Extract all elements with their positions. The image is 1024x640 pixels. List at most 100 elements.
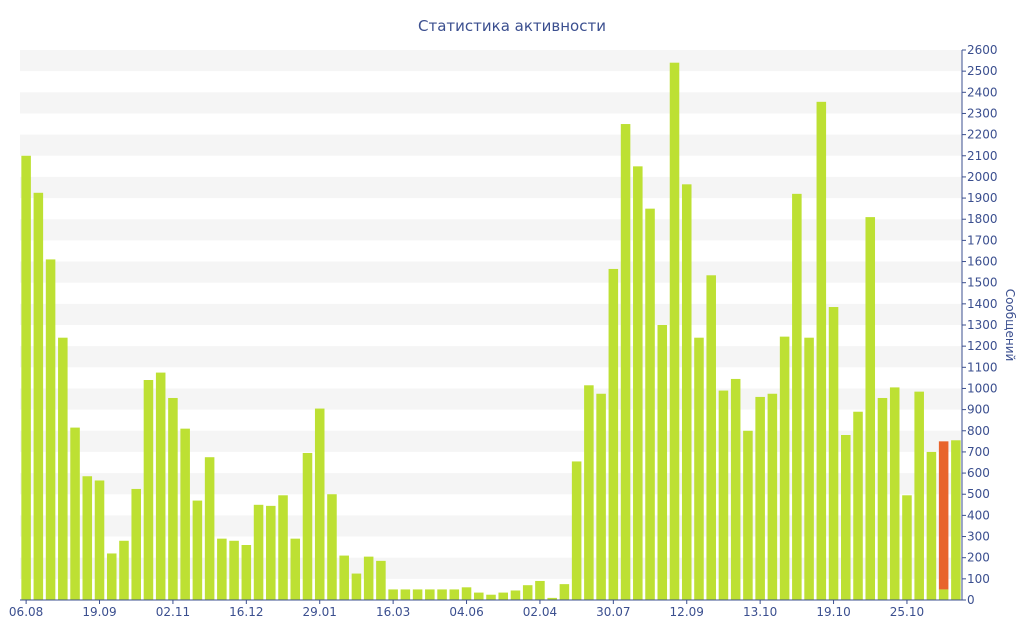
y-tick-label: 1800 <box>967 212 998 226</box>
bar <box>718 390 729 600</box>
bar <box>486 594 496 600</box>
bar <box>633 166 643 600</box>
y-tick-label: 2500 <box>967 64 998 78</box>
bar <box>865 217 876 600</box>
y-tick-label: 1200 <box>967 339 998 353</box>
x-tick-label: 19.09 <box>82 605 116 619</box>
bar <box>314 408 325 600</box>
bar <box>327 494 337 600</box>
bars <box>21 62 961 601</box>
y-tick-label: 0 <box>967 593 975 607</box>
grid-band <box>20 261 962 283</box>
bar <box>853 411 863 600</box>
bar <box>82 476 93 600</box>
chart-title: Статистика активности <box>418 17 606 35</box>
grid-band <box>20 346 962 368</box>
bar <box>535 580 545 600</box>
axes: 0 100 200 300 400 500 600 700 800 900 1000 1100 1200… <box>9 43 998 619</box>
bar <box>951 440 961 600</box>
bar <box>657 325 668 600</box>
x-tick-label: 02.11 <box>156 605 190 619</box>
bar <box>376 560 386 600</box>
bar <box>571 461 582 600</box>
bar <box>669 62 680 600</box>
bar <box>889 387 900 600</box>
bar <box>425 589 435 600</box>
bar <box>437 589 447 600</box>
bar <box>241 545 252 600</box>
bar <box>584 385 594 600</box>
bar <box>792 193 802 600</box>
grid-band <box>20 134 962 156</box>
grid-band <box>20 176 962 199</box>
y-tick-label: 1400 <box>967 297 998 311</box>
bar <box>645 208 655 600</box>
y-tick-label: 2600 <box>967 43 998 57</box>
bar <box>938 589 949 600</box>
bar <box>21 155 31 600</box>
x-tick-label: 19.10 <box>816 605 850 619</box>
bar <box>522 585 533 600</box>
bar <box>70 427 80 600</box>
x-tick-label: 12.09 <box>670 605 704 619</box>
bar <box>155 372 166 600</box>
bar <box>608 268 619 600</box>
x-tick-label: 02.04 <box>523 605 557 619</box>
bar-highlight <box>938 441 949 590</box>
bar <box>914 391 924 600</box>
y-tick-label: 100 <box>967 572 990 586</box>
bar <box>767 393 778 600</box>
bar <box>902 495 912 600</box>
y-tick-label: 2200 <box>967 128 998 142</box>
x-tick-label: 30.07 <box>596 605 630 619</box>
bar <box>119 540 129 600</box>
bar <box>547 597 557 600</box>
bar <box>620 124 631 601</box>
grid-bands <box>20 50 962 579</box>
bar <box>180 428 190 600</box>
y-tick-label: 1100 <box>967 360 998 374</box>
y-axis-label: Сообщений <box>1003 289 1017 362</box>
y-tick-label: 2400 <box>967 85 998 99</box>
grid-band <box>20 303 962 325</box>
bar <box>217 538 227 600</box>
bar <box>473 592 484 600</box>
bar <box>253 504 264 600</box>
y-tick-label: 2100 <box>967 149 998 163</box>
bar <box>559 584 570 600</box>
x-tick-label: 13.10 <box>743 605 777 619</box>
bar <box>461 587 472 600</box>
bar <box>755 396 765 600</box>
bar <box>498 592 509 600</box>
bar <box>339 555 349 600</box>
grid-band <box>20 219 962 241</box>
x-tick-label: 16.12 <box>229 605 263 619</box>
y-tick-label: 1600 <box>967 255 998 269</box>
bar <box>706 275 716 600</box>
bar <box>278 495 288 600</box>
bar <box>192 500 203 600</box>
y-tick-label: 2300 <box>967 106 998 120</box>
grid-band <box>20 50 962 72</box>
y-tick-label: 1900 <box>967 191 998 205</box>
bar <box>58 337 68 600</box>
bar <box>106 553 117 600</box>
y-tick-label: 1700 <box>967 233 998 247</box>
bar <box>229 540 239 600</box>
bar <box>449 589 460 600</box>
y-tick-label: 1000 <box>967 381 998 395</box>
bar <box>363 556 374 600</box>
grid-band <box>20 92 962 114</box>
bar <box>131 488 141 600</box>
bar <box>510 590 521 600</box>
y-tick-label: 400 <box>967 508 990 522</box>
x-tick-label: 06.08 <box>9 605 43 619</box>
y-tick-label: 600 <box>967 466 990 480</box>
y-tick-label: 500 <box>967 487 990 501</box>
bar <box>694 337 704 600</box>
bar <box>779 336 790 600</box>
bar <box>266 505 276 600</box>
bar <box>730 378 741 600</box>
bar <box>804 337 814 600</box>
